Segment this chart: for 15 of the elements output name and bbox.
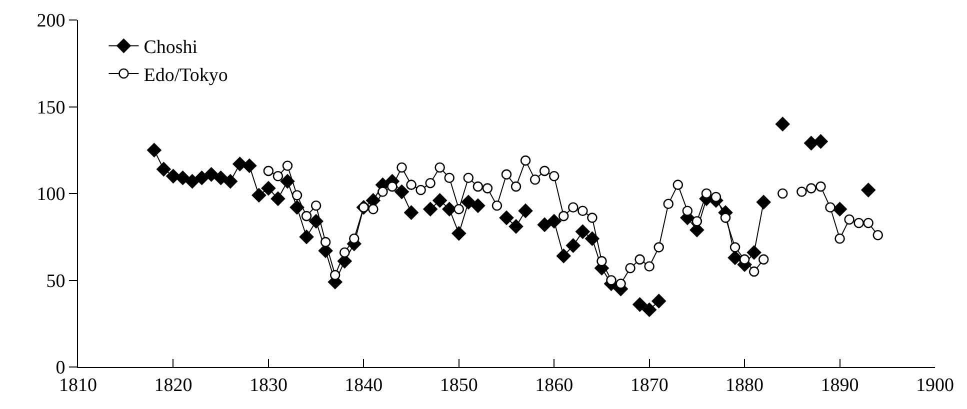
x-tick-label: 1830 (249, 374, 288, 396)
x-tick-label: 1880 (726, 374, 764, 396)
y-tick-label: 200 (36, 10, 66, 32)
x-tick-label: 1840 (344, 374, 383, 396)
legend-label: Edo/Tokyo (144, 64, 228, 86)
x-tick-label: 1890 (820, 374, 859, 396)
x-tick-label: 1860 (535, 374, 574, 396)
x-tick-label: 1850 (440, 374, 478, 396)
y-tick-label: 100 (36, 184, 66, 206)
x-tick-label: 1900 (916, 374, 954, 396)
y-tick-label: 50 (46, 270, 66, 292)
x-tick-label: 1820 (154, 374, 192, 396)
x-tick-label: 1870 (630, 374, 668, 396)
legend-label: Choshi (144, 37, 198, 58)
y-tick-label: 150 (36, 97, 66, 118)
